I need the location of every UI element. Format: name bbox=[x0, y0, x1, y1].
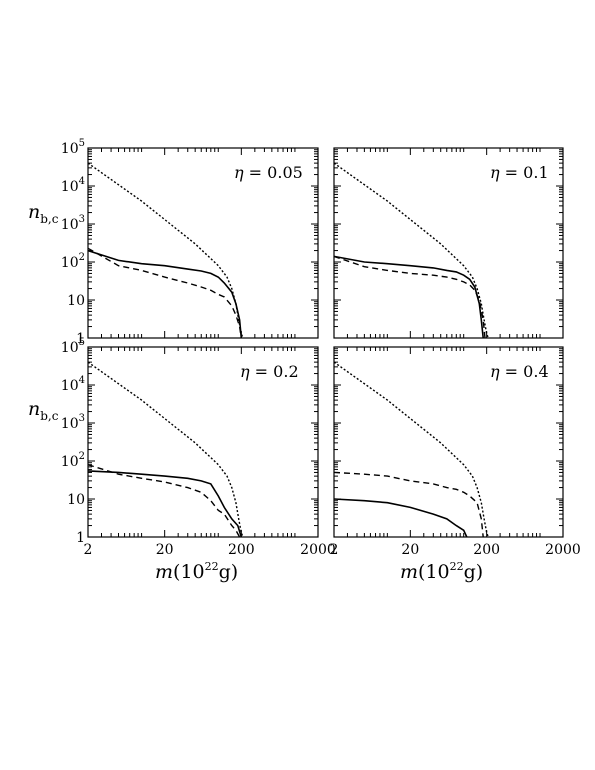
panel-frame bbox=[333, 147, 564, 339]
y-tick-label: 1 bbox=[76, 331, 85, 347]
x-axis-label-left: m(1022g) bbox=[155, 560, 238, 583]
y-tick-label: 102 bbox=[61, 451, 85, 470]
series-line-dashed bbox=[87, 247, 242, 339]
y-tick-label: 104 bbox=[61, 375, 85, 394]
x-tick-label: 2000 bbox=[545, 542, 581, 558]
y-axis-label-top: nb,c bbox=[28, 201, 59, 226]
x-tick-label: 20 bbox=[401, 542, 419, 558]
panel-frame bbox=[87, 147, 319, 339]
x-tick-label: 20 bbox=[156, 542, 174, 558]
y-tick-label: 1 bbox=[76, 530, 85, 546]
panel-label: η = 0.1 bbox=[490, 163, 549, 182]
panel-frame bbox=[87, 346, 319, 538]
series-line-solid bbox=[87, 249, 243, 339]
y-tick-label: 105 bbox=[61, 138, 85, 157]
panel-label: η = 0.4 bbox=[490, 362, 549, 381]
panel-frame bbox=[333, 346, 564, 538]
x-tick-label: 2 bbox=[330, 542, 339, 558]
panel-label: η = 0.2 bbox=[240, 362, 299, 381]
series-line-dotted bbox=[333, 162, 489, 339]
series-line-dashed bbox=[333, 255, 486, 339]
x-axis-label-right: m(1022g) bbox=[400, 560, 483, 583]
y-tick-label: 103 bbox=[61, 413, 85, 432]
y-tick-label: 10 bbox=[67, 492, 85, 508]
series-line-dashed bbox=[333, 471, 484, 538]
panel-2: η = 0.1 bbox=[333, 147, 564, 339]
x-tick-label: 200 bbox=[473, 542, 500, 558]
y-axis-label-bottom: nb,c bbox=[28, 398, 59, 423]
series-line-dashed bbox=[87, 464, 241, 538]
series-line-solid bbox=[333, 498, 468, 538]
panel-label: η = 0.05 bbox=[234, 163, 303, 182]
y-tick-label: 103 bbox=[61, 214, 85, 233]
y-tick-label: 104 bbox=[61, 176, 85, 195]
series-line-dotted bbox=[333, 361, 489, 538]
x-tick-label: 200 bbox=[228, 542, 255, 558]
panel-4: 2 20 200 2000 η = 0.4 bbox=[330, 346, 581, 558]
series-line-dotted bbox=[87, 162, 244, 339]
y-tick-label: 102 bbox=[61, 252, 85, 271]
series-line-solid bbox=[87, 470, 243, 538]
x-tick-label: 2 bbox=[84, 542, 93, 558]
series-line-solid bbox=[333, 255, 484, 339]
y-tick-label: 10 bbox=[67, 293, 85, 309]
y-tick-label: 105 bbox=[61, 337, 85, 356]
x-tick-label: 2000 bbox=[300, 542, 336, 558]
